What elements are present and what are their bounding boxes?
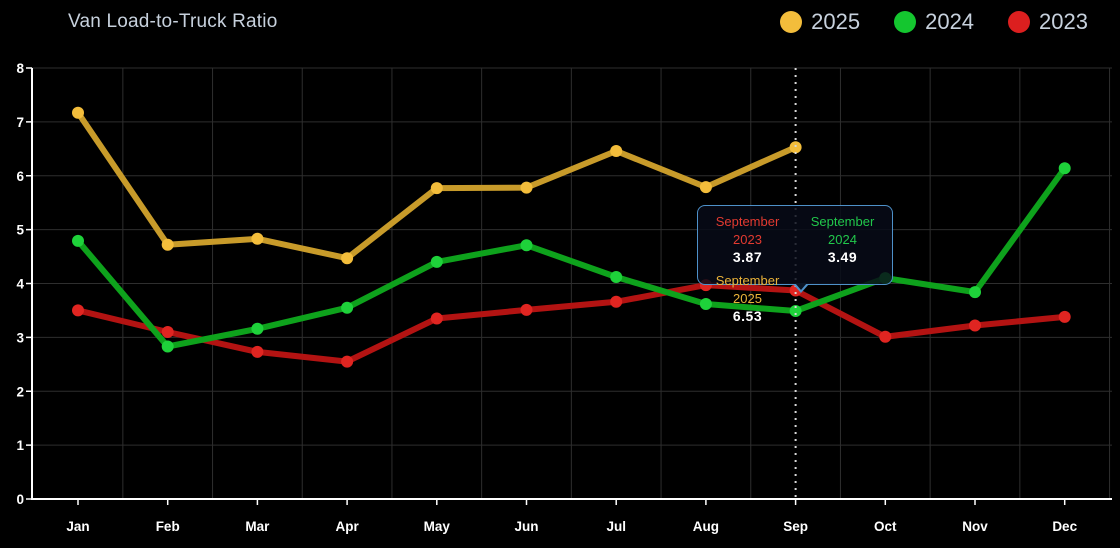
y-tick-label-1: 1 xyxy=(16,438,24,453)
data-point-2025-Jan[interactable] xyxy=(72,106,84,119)
tooltip-entry-september-2024: September 2024 3.49 xyxy=(795,213,890,267)
x-tick-label-May: May xyxy=(424,519,451,534)
x-tick-label-Jan: Jan xyxy=(66,519,89,534)
x-tick-label-Oct: Oct xyxy=(874,519,897,534)
data-point-2024-Sep[interactable] xyxy=(789,305,802,317)
data-point-2023-Jun[interactable] xyxy=(520,303,533,316)
x-tick-label-Mar: Mar xyxy=(245,519,270,534)
data-point-2024-Dec[interactable] xyxy=(1058,162,1071,175)
y-tick-label-0: 0 xyxy=(16,492,24,507)
data-point-2025-Aug[interactable] xyxy=(699,181,712,194)
data-point-2025-Apr[interactable] xyxy=(341,252,354,265)
data-point-2024-Aug[interactable] xyxy=(699,298,712,310)
data-point-2025-May[interactable] xyxy=(430,182,443,195)
data-point-2023-Jul[interactable] xyxy=(610,295,623,308)
y-tick-label-6: 6 xyxy=(16,169,24,184)
data-point-2023-May[interactable] xyxy=(430,312,443,325)
tooltip: September 2023 3.87 September 2024 3.49 Sept… xyxy=(697,205,893,324)
data-point-2025-Mar[interactable] xyxy=(251,232,264,245)
x-tick-label-Aug: Aug xyxy=(693,519,719,534)
data-point-2024-Apr[interactable] xyxy=(341,301,354,314)
data-point-2023-Dec[interactable] xyxy=(1058,310,1071,323)
data-point-2024-Jul[interactable] xyxy=(610,271,623,283)
data-point-2023-Oct[interactable] xyxy=(879,330,892,343)
data-point-2025-Jun[interactable] xyxy=(520,181,533,194)
tooltip-entry-label: September 2025 xyxy=(715,272,780,306)
data-point-2024-Jun[interactable] xyxy=(520,239,533,252)
legend-label: 2024 xyxy=(925,9,975,34)
data-point-2024-May[interactable] xyxy=(430,255,443,268)
x-tick-label-Feb: Feb xyxy=(156,519,180,534)
y-tick-label-7: 7 xyxy=(16,115,24,130)
legend-label: 2025 xyxy=(811,9,861,34)
tooltip-entry-value: 3.87 xyxy=(732,249,763,266)
y-tick-label-4: 4 xyxy=(16,277,24,292)
y-tick-label-2: 2 xyxy=(16,384,24,399)
tooltip-entry-value: 6.53 xyxy=(732,308,763,325)
data-point-2024-Feb[interactable] xyxy=(161,340,174,353)
data-point-2023-Feb[interactable] xyxy=(161,326,174,338)
x-tick-label-Apr: Apr xyxy=(335,519,359,534)
data-point-2024-Jan[interactable] xyxy=(72,234,84,247)
y-tick-label-8: 8 xyxy=(16,61,24,76)
y-tick-label-3: 3 xyxy=(16,330,24,345)
x-tick-label-Dec: Dec xyxy=(1052,519,1077,534)
legend-item-2025[interactable]: 2025 xyxy=(780,9,860,35)
series-line-2023 xyxy=(75,282,1068,365)
legend-dot-2023 xyxy=(1008,11,1031,33)
data-point-2023-Apr[interactable] xyxy=(341,355,354,368)
legend-label: 2023 xyxy=(1039,9,1088,34)
legend-dot-2024 xyxy=(894,11,917,33)
tooltip-entry-september-2025: September 2025 6.53 xyxy=(700,272,795,326)
chart-title: Van Load-to-Truck Ratio xyxy=(68,11,278,32)
legend-dot-2025 xyxy=(780,11,803,33)
data-point-2023-Jan[interactable] xyxy=(72,304,84,317)
x-tick-label-Sep: Sep xyxy=(783,519,808,534)
data-point-2023-Nov[interactable] xyxy=(969,319,981,332)
series-line-2024 xyxy=(75,165,1068,350)
x-tick-label-Jun: Jun xyxy=(514,519,538,534)
data-point-2024-Mar[interactable] xyxy=(251,322,264,335)
x-tick-label-Jul: Jul xyxy=(606,519,626,534)
tooltip-entry-label: September 2023 xyxy=(715,214,780,247)
tooltip-entry-value: 3.49 xyxy=(827,249,858,266)
data-point-2025-Jul[interactable] xyxy=(610,145,623,157)
legend: 2025 2024 2023 xyxy=(780,9,1088,35)
x-tick-label-Nov: Nov xyxy=(962,519,988,534)
data-point-2025-Feb[interactable] xyxy=(161,238,174,251)
data-point-2024-Nov[interactable] xyxy=(969,286,981,299)
data-point-2023-Mar[interactable] xyxy=(251,345,264,358)
y-tick-label-5: 5 xyxy=(16,223,24,238)
tooltip-entry-label: September 2024 xyxy=(810,214,875,247)
data-point-2025-Sep[interactable] xyxy=(789,141,802,154)
legend-item-2023[interactable]: 2023 xyxy=(1008,9,1088,35)
tooltip-entry-september-2023: September 2023 3.87 xyxy=(700,213,795,267)
legend-item-2024[interactable]: 2024 xyxy=(894,9,974,35)
